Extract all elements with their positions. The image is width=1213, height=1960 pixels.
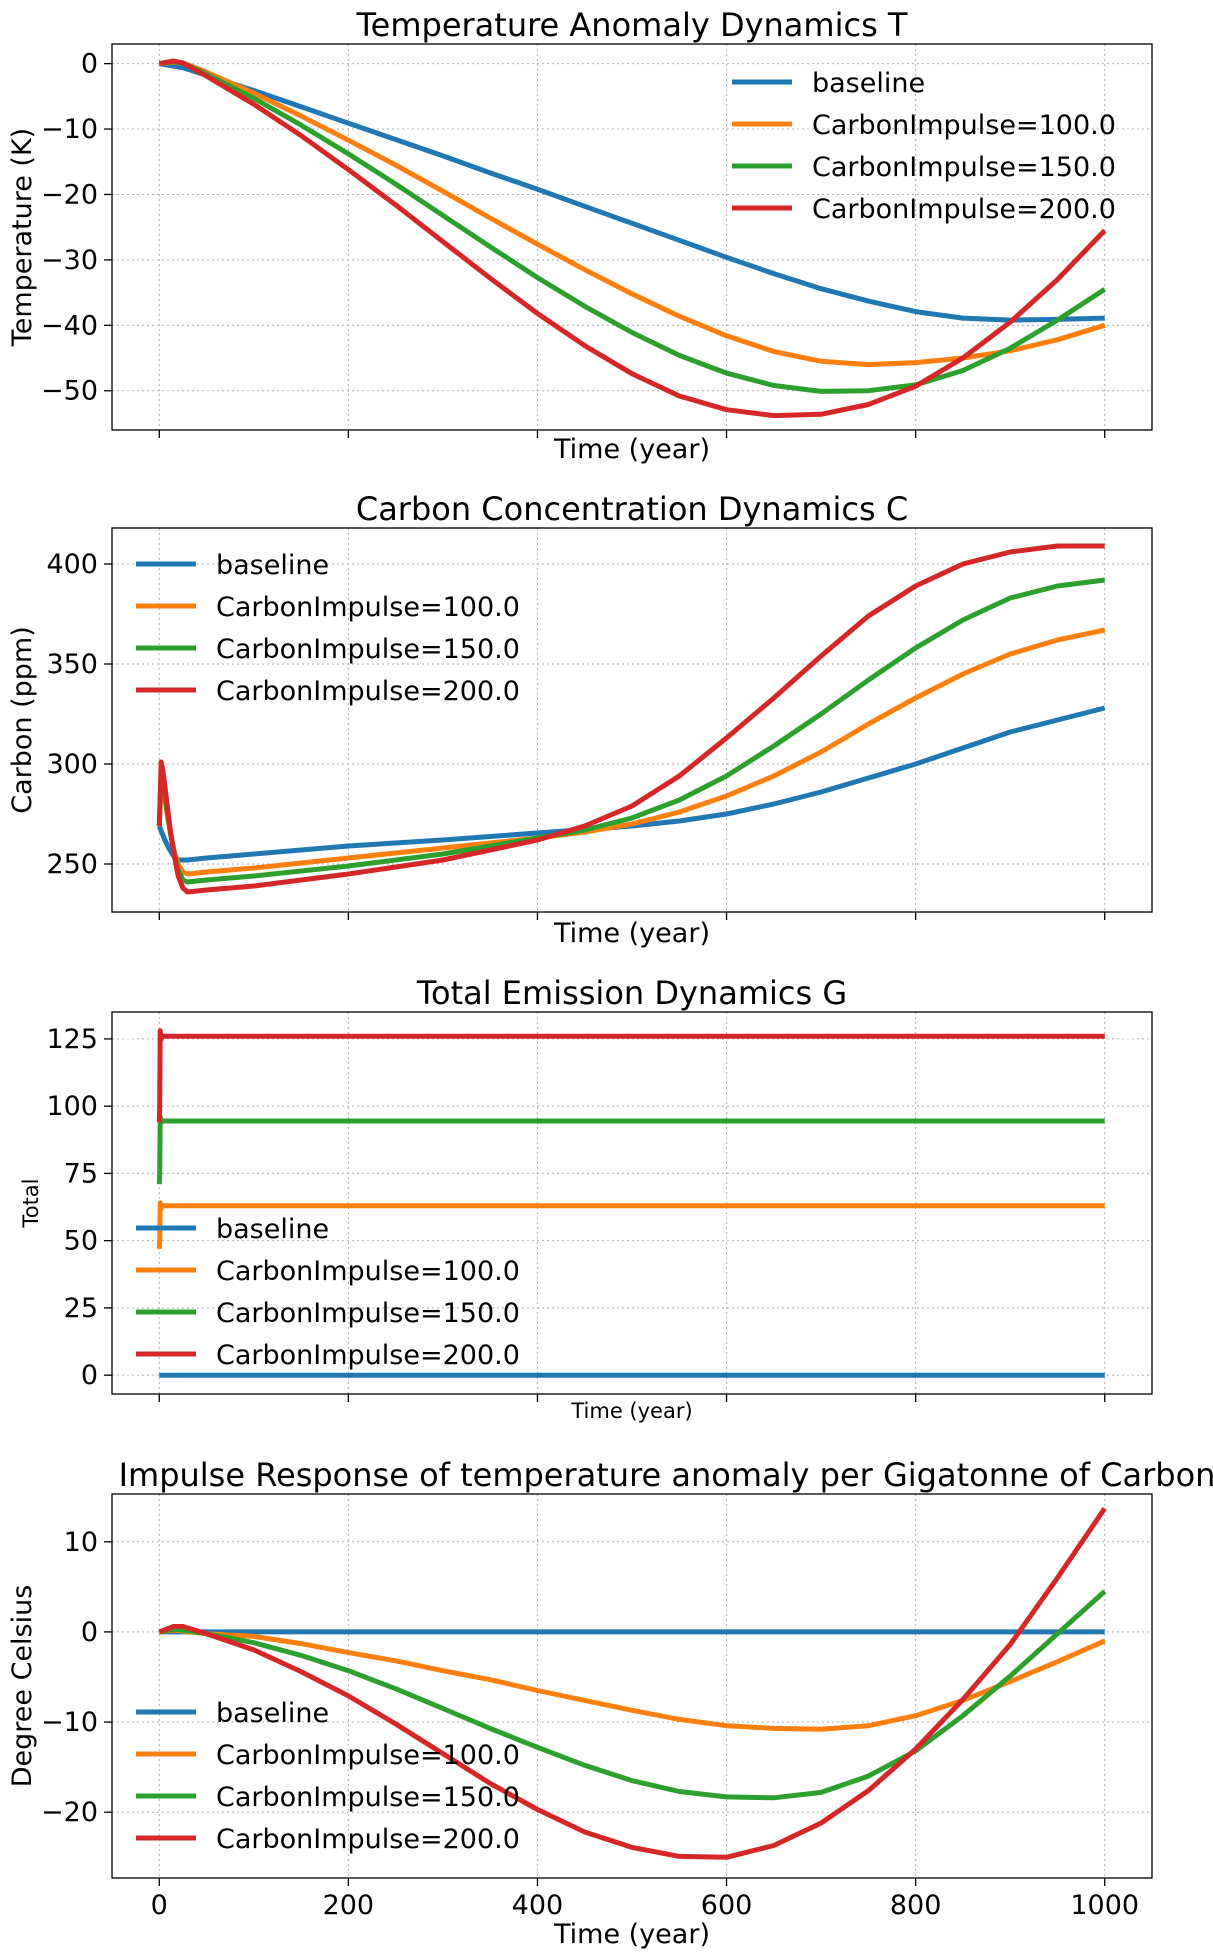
legend-label-2: CarbonImpulse=100.0 [812,110,1116,141]
series-line-4 [158,58,1107,419]
plot-frame [111,43,1153,431]
y-tick-label: 400 [46,549,98,580]
legend-label-1: baseline [812,68,925,99]
series-line-2 [156,627,1106,877]
series-line-2 [159,59,1106,368]
legend-label-2: CarbonImpulse=100.0 [216,1740,520,1771]
chart-title: Impulse Response of temperature anomaly … [119,1456,1213,1494]
legend-label-3: CarbonImpulse=150.0 [216,1298,520,1329]
y-tick-label: 10 [64,1527,98,1558]
y-tick-label: −20 [41,1797,98,1828]
legend-label-1: baseline [216,1698,329,1729]
series-line-3 [156,1114,1105,1185]
plot-frame [111,527,1153,913]
y-tick-label: 0 [81,1617,98,1648]
y-tick-label: 350 [46,649,98,680]
plot-frame [111,1011,1153,1395]
y-axis-label: Total [19,1178,43,1228]
x-tick-label: 200 [323,1890,375,1921]
chart-panel-1: 0 −10 −20 −30 −40 −50 Temperature Anomaly Dyna… [7,6,1153,465]
y-tick-label: 250 [46,849,98,880]
y-tick-label: −30 [41,245,98,276]
series-line-4 [158,1506,1107,1860]
y-tick-label: −50 [41,376,98,407]
y-tick-label: −10 [41,1707,98,1738]
y-tick-label: 0 [81,49,98,80]
series-line-1 [156,705,1106,863]
y-tick-label: 100 [46,1091,98,1122]
legend-label-2: CarbonImpulse=100.0 [216,592,520,623]
series-line-3 [156,577,1106,885]
y-tick-label: −10 [41,114,98,145]
x-tick-label: 0 [151,1890,168,1921]
legend-label-1: baseline [216,1214,329,1245]
chart-title: Total Emission Dynamics G [416,974,847,1012]
series-line-1 [158,61,1105,323]
x-axis-label: Time (year) [553,434,710,465]
legend-label-4: CarbonImpulse=200.0 [216,676,520,707]
legend-label-3: CarbonImpulse=150.0 [216,634,520,665]
chart-panel-3: 0 25 50 75 100 125 Total Emission Dynamics G Ti… [19,974,1153,1423]
legend-label-4: CarbonImpulse=200.0 [216,1824,520,1855]
y-axis-label: Temperature (K) [7,128,38,347]
x-axis-label: Time (year) [553,918,710,949]
legend: baseline CarbonImpulse=100.0 CarbonImpulse… [136,1698,520,1855]
chart-title: Carbon Concentration Dynamics C [356,490,908,528]
chart-title: Temperature Anomaly Dynamics T [356,6,908,44]
x-tick-label: 400 [512,1890,564,1921]
legend-label-4: CarbonImpulse=200.0 [216,1340,520,1371]
y-axis-label: Degree Celsius [7,1585,38,1788]
plot-frame [111,1493,1153,1879]
y-tick-label: 125 [46,1024,98,1055]
legend-label-2: CarbonImpulse=100.0 [216,1256,520,1287]
y-tick-label: 0 [81,1360,98,1391]
x-tick-label: 600 [701,1890,753,1921]
x-tick-label: 800 [890,1890,942,1921]
legend-label-1: baseline [216,550,329,581]
series-line-4 [156,1028,1105,1123]
series-line-3 [158,1589,1107,1801]
chart-panel-4: 0 200 400 600 800 1000 10 0 −10 −20 Impulse Respon… [7,1456,1213,1950]
y-tick-label: 75 [64,1158,98,1189]
y-tick-label: −40 [41,310,98,341]
y-tick-label: 300 [46,749,98,780]
x-axis-label: Time (year) [570,1399,692,1423]
y-tick-label: −20 [41,179,98,210]
legend: baseline CarbonImpulse=100.0 CarbonImpulse… [136,1214,520,1371]
series-line-3 [158,59,1107,394]
y-tick-label: 25 [64,1293,98,1324]
series-line-2 [158,1627,1106,1732]
x-tick-label: 1000 [1070,1890,1139,1921]
legend: baseline CarbonImpulse=100.0 CarbonImpulse… [732,68,1116,225]
y-axis-label: Carbon (ppm) [7,626,38,814]
series-line-4 [156,543,1105,895]
x-axis-label: Time (year) [553,1919,710,1950]
chart-panel-2: 250 300 350 400 Carbon Concentration Dynamic… [7,490,1153,949]
legend-label-3: CarbonImpulse=150.0 [812,152,1116,183]
legend-label-3: CarbonImpulse=150.0 [216,1782,520,1813]
legend-label-4: CarbonImpulse=200.0 [812,194,1116,225]
series-line-2 [156,1200,1105,1249]
y-tick-label: 50 [64,1226,98,1257]
legend: baseline CarbonImpulse=100.0 CarbonImpulse… [136,550,520,707]
